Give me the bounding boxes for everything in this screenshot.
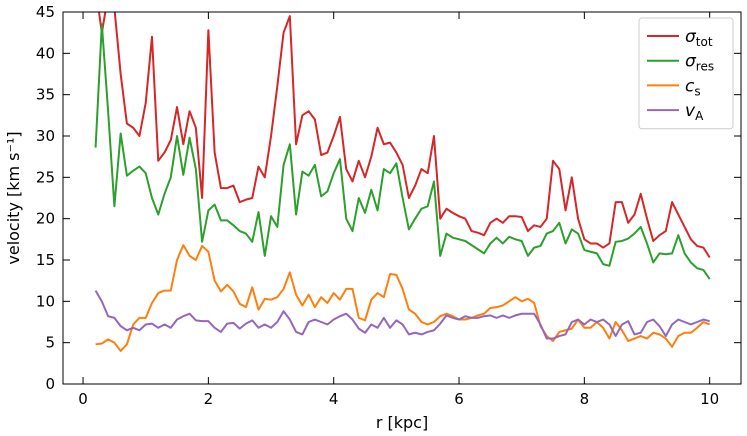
- series-line: [97, 12, 711, 259]
- x-tick-label: 10: [700, 390, 719, 408]
- series-group: [94, 290, 710, 340]
- x-tick-label: 6: [454, 390, 464, 408]
- y-tick-label: 10: [36, 292, 55, 310]
- y-tick-label: 5: [45, 334, 55, 352]
- series-line: [94, 23, 711, 280]
- y-tick-label: 0: [45, 375, 55, 393]
- series-group: [95, 244, 711, 352]
- legend-label: σtot: [685, 27, 713, 49]
- y-tick-label: 30: [36, 127, 55, 145]
- series-line: [94, 290, 710, 340]
- y-tick-label: 20: [36, 210, 55, 228]
- legend-label: cs: [685, 76, 701, 98]
- x-tick-label: 2: [204, 390, 214, 408]
- x-tick-label: 0: [78, 390, 88, 408]
- x-axis-label: r [kpc]: [376, 413, 428, 432]
- legend-label: vA: [685, 101, 704, 123]
- y-tick-label: 40: [36, 44, 55, 62]
- series-group: [97, 12, 711, 259]
- legend-label: σres: [685, 52, 714, 74]
- y-axis-label: velocity [km s⁻¹]: [4, 131, 23, 264]
- legend-box: [638, 17, 734, 130]
- series-group: [94, 23, 711, 280]
- y-tick-label: 25: [36, 168, 55, 186]
- y-tick-label: 15: [36, 251, 55, 269]
- y-tick-label: 45: [36, 3, 55, 21]
- y-tick-label: 35: [36, 86, 55, 104]
- plot-frame: [62, 11, 742, 385]
- x-tick-label: 4: [329, 390, 339, 408]
- x-tick-label: 8: [580, 390, 590, 408]
- series-line: [95, 244, 711, 352]
